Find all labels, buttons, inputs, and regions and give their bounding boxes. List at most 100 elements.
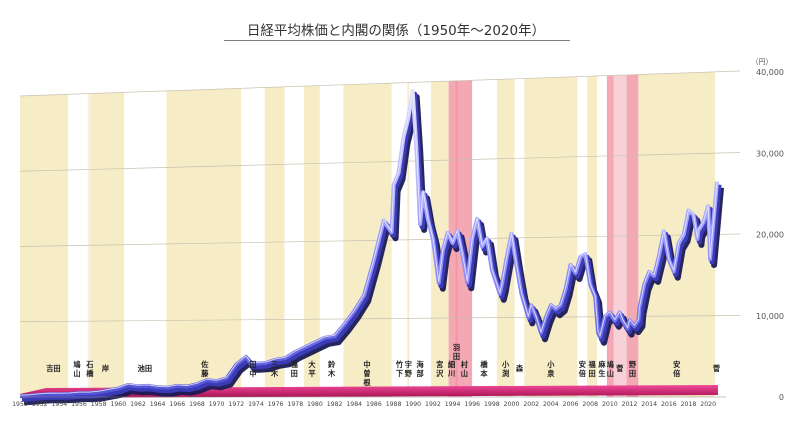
price-line-side: [21, 91, 722, 402]
y-tick-label: 0: [779, 393, 784, 402]
price-line-group: [19, 89, 724, 406]
pm-label-char: 中: [249, 369, 256, 378]
x-tick-label: 1974: [248, 401, 264, 408]
x-axis: 1950 1952 1954 1956 1958 1960 1962 1964 1966 1968…: [12, 396, 726, 408]
pm-label-char: 木: [270, 369, 279, 378]
pm-label-char: 福: [588, 360, 596, 369]
pm-label-13: 宇野: [405, 360, 413, 378]
x-tick-label: 1992: [425, 401, 441, 408]
pm-label-char: 三: [271, 360, 278, 369]
pm-label-char: 倍: [673, 369, 681, 378]
pm-label-char: 倍: [579, 369, 587, 378]
pm-label-8: 福田: [290, 360, 298, 378]
pm-label-char: 川: [447, 369, 455, 378]
y-tick-label: 20,000: [756, 231, 784, 240]
gridline-3: [19, 152, 741, 172]
pm-label-text: 菅: [616, 364, 623, 373]
pm-label-5: 佐藤: [200, 360, 209, 378]
y-axis: （円） 0 10,000 20,000 30,000 40,000: [752, 58, 785, 402]
pm-label-char: 小: [546, 360, 555, 369]
x-tick-label: 1984: [346, 401, 362, 408]
pm-label-char: 平: [308, 369, 315, 378]
x-tick-label: 2014: [641, 401, 657, 408]
x-tick-label: 1960: [110, 401, 126, 408]
pm-label-char: 田: [291, 369, 298, 378]
pm-label-char: 鈴: [328, 360, 336, 369]
x-tick-label: 2018: [681, 401, 697, 408]
pm-label-char: 鳩: [607, 360, 614, 369]
pm-label-char: 麻: [597, 360, 606, 369]
x-tick-label: 2010: [602, 401, 618, 408]
pm-label-14: 海部: [417, 360, 425, 378]
x-tick-label: 1968: [189, 401, 205, 408]
gridline-4: [19, 70, 741, 97]
x-tick-label: 1980: [307, 401, 323, 408]
pm-label-text: 森: [515, 364, 524, 373]
pm-label-20: 小渕: [501, 360, 510, 378]
pm-label-text: 池田: [138, 364, 152, 373]
pm-label-text: 岸: [102, 364, 109, 373]
pm-label-15: 宮沢: [436, 360, 444, 378]
pm-label-char: 安: [673, 360, 680, 369]
pm-label-30: 菅: [713, 364, 720, 373]
pm-label-4: 池田: [138, 364, 152, 373]
pm-label-char: 大: [308, 360, 316, 369]
x-tick-label: 1966: [169, 401, 185, 408]
pm-label-char: 山: [607, 369, 614, 378]
pm-label-char: 海: [417, 360, 425, 369]
y-tick-label: 30,000: [756, 149, 784, 158]
pm-label-char: 福: [290, 360, 298, 369]
x-tick-label: 1972: [228, 401, 244, 408]
pm-label-char: 鳩: [73, 360, 80, 369]
x-tick-label: 2004: [543, 401, 559, 408]
x-tick-label: 2002: [523, 401, 539, 408]
pm-label-10: 鈴木: [327, 360, 336, 378]
pm-label-char: 竹: [395, 360, 404, 369]
x-tick-label: 2016: [661, 401, 677, 408]
pm-label-25: 麻生: [597, 360, 606, 378]
pm-label-char: 曽: [363, 369, 370, 378]
pm-label-char: 山: [73, 369, 80, 378]
y-unit-label: （円）: [752, 58, 773, 66]
pm-label-19: 橋本: [480, 360, 488, 378]
pm-label-char: 山: [461, 369, 468, 378]
pm-label-char: 田: [589, 369, 596, 378]
x-tick-label: 1998: [484, 401, 500, 408]
x-tick-label: 2000: [504, 401, 520, 408]
x-tick-label: 1952: [32, 401, 48, 408]
pm-label-char: 生: [598, 369, 605, 378]
pm-label-26: 鳩山: [607, 360, 614, 378]
pm-label-char: 石: [85, 360, 93, 369]
x-tick-label: 1970: [209, 401, 225, 408]
pm-label-char: 根: [363, 378, 371, 387]
pm-label-18: 村山: [460, 360, 469, 378]
pm-label-0: 吉田: [46, 364, 60, 373]
pm-label-21: 森: [515, 364, 524, 373]
pm-label-char: 安: [579, 360, 586, 369]
pm-label-char: 小: [501, 360, 510, 369]
pm-label-char: 中: [363, 360, 370, 369]
pm-period-bands: [20, 72, 718, 398]
pm-label-char: 下: [396, 369, 403, 378]
x-tick-label: 1954: [51, 401, 67, 408]
pm-label-11: 中曽根: [363, 360, 371, 387]
pm-label-char: 田: [453, 352, 460, 361]
pm-label-16: 細川: [447, 360, 455, 378]
pm-label-3: 岸: [102, 364, 109, 373]
pm-label-29: 安倍: [673, 360, 681, 378]
y-tick-label: 10,000: [756, 312, 784, 321]
pm-label-22: 小泉: [546, 360, 555, 378]
x-tick-label: 1990: [405, 401, 421, 408]
pm-label-char: 野: [405, 369, 413, 378]
pm-label-char: 木: [327, 369, 336, 378]
x-tick-label: 1978: [287, 401, 303, 408]
x-tick-label: 1986: [366, 401, 382, 408]
x-tick-label: 1956: [71, 401, 87, 408]
pm-label-12: 竹下: [395, 360, 404, 378]
x-tick-label: 2012: [622, 401, 638, 408]
x-tick-label: 1958: [91, 401, 107, 408]
y-tick-label: 40,000: [756, 68, 784, 77]
pm-label-text: 吉田: [46, 364, 60, 373]
